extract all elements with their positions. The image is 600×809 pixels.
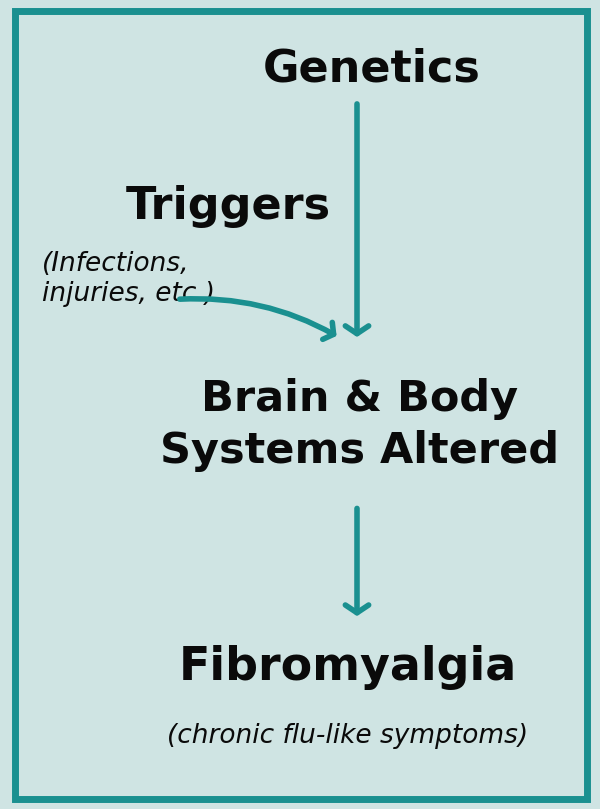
- Text: (chronic flu-like symptoms): (chronic flu-like symptoms): [167, 723, 529, 749]
- Text: Fibromyalgia: Fibromyalgia: [179, 645, 517, 690]
- Text: Brain & Body
Systems Altered: Brain & Body Systems Altered: [160, 378, 560, 472]
- Text: (Infections,
injuries, etc.): (Infections, injuries, etc.): [42, 251, 215, 307]
- Text: Genetics: Genetics: [263, 47, 481, 91]
- Text: Triggers: Triggers: [126, 184, 331, 228]
